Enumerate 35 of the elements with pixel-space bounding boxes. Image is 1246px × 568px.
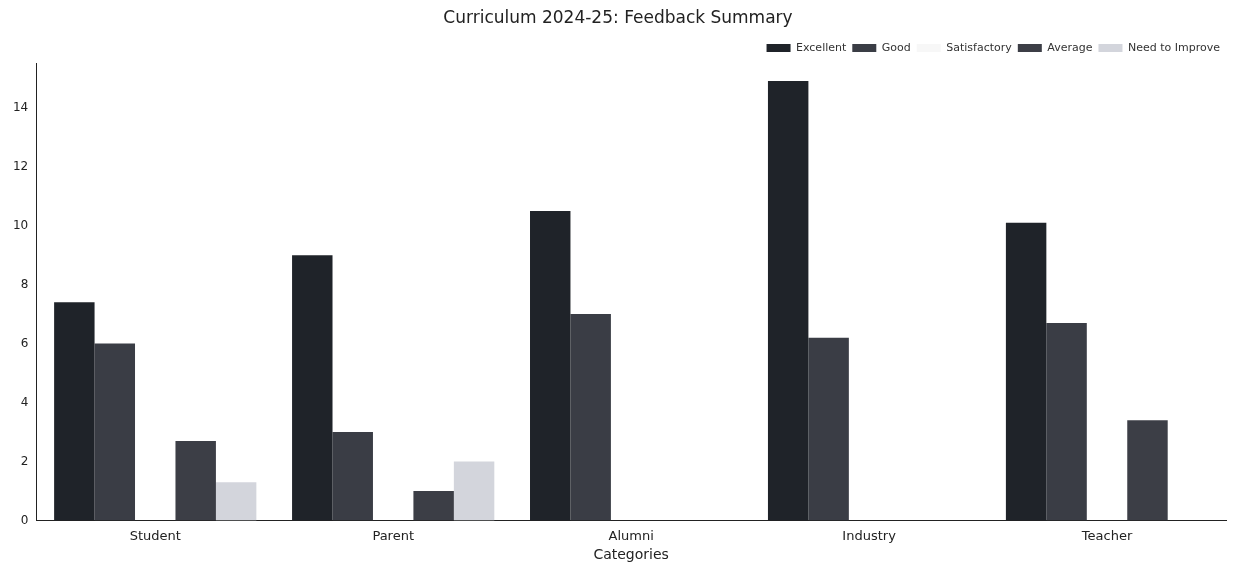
y-tick-label: 14 xyxy=(12,99,29,114)
bar xyxy=(530,210,571,521)
chart-title: Curriculum 2024-25: Feedback Summary xyxy=(443,6,793,27)
legend-label: Satisfactory xyxy=(946,40,1013,54)
x-tick-label: Teacher xyxy=(1080,527,1133,543)
legend-label: Good xyxy=(881,40,911,54)
x-axis-title: Categories xyxy=(593,546,669,563)
x-tick-label: Student xyxy=(129,527,181,543)
bar xyxy=(175,440,216,521)
y-tick-label: 12 xyxy=(12,158,29,173)
y-tick-label: 10 xyxy=(12,217,29,232)
x-tick-label: Parent xyxy=(372,527,414,543)
bar xyxy=(215,482,257,521)
x-tick-label: Alumni xyxy=(608,527,654,543)
bar xyxy=(570,314,611,521)
y-tick-label: 6 xyxy=(20,335,29,350)
bar xyxy=(1005,222,1047,521)
y-tick-label: 4 xyxy=(20,394,29,409)
y-tick-label: 2 xyxy=(20,453,29,468)
bar xyxy=(292,255,333,521)
legend-label: Need to Improve xyxy=(1127,40,1221,54)
bar xyxy=(453,461,495,521)
legend-label: Excellent xyxy=(796,40,847,54)
bar xyxy=(413,491,454,521)
y-tick-label: 8 xyxy=(20,276,29,291)
bar xyxy=(332,432,373,521)
y-tick-label: 0 xyxy=(20,512,29,527)
bar xyxy=(1127,420,1168,521)
bar xyxy=(767,81,809,521)
bar xyxy=(1046,322,1087,521)
bar xyxy=(94,343,136,521)
bar xyxy=(54,302,95,521)
x-tick-label: Industry xyxy=(842,527,897,543)
bar xyxy=(808,337,849,521)
legend-label: Average xyxy=(1047,40,1093,54)
